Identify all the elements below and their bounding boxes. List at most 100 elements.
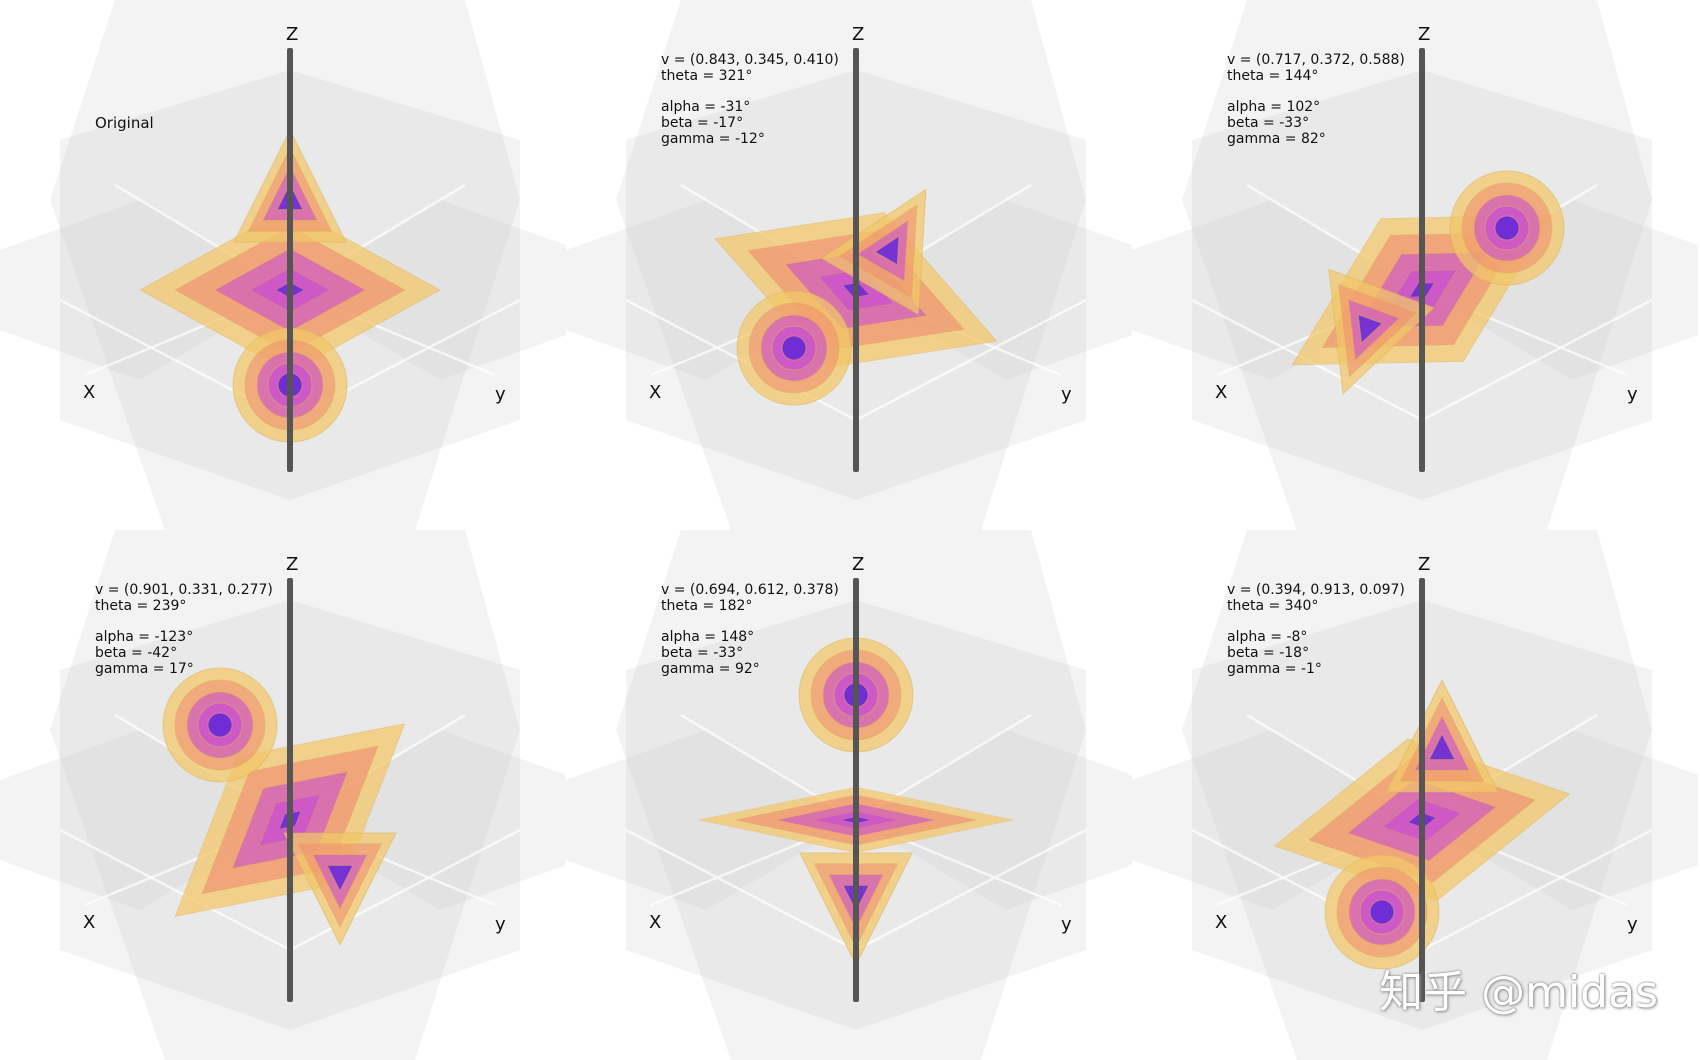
rotation-info-line: gamma = -1° [1227, 661, 1322, 677]
rotation-info-line: beta = -33° [1227, 115, 1310, 131]
background-plane [1132, 200, 1422, 380]
z-axis-line [287, 578, 293, 1002]
z-axis-label: Z [286, 24, 299, 45]
rotation-info-line: alpha = -8° [1227, 629, 1308, 645]
sphere [736, 290, 852, 406]
rotation-info-line: beta = -17° [661, 115, 744, 131]
rotation-info-line: v = (0.901, 0.331, 0.277) [95, 582, 273, 598]
z-axis-line [853, 578, 859, 1002]
rotation-info-line: gamma = 92° [661, 661, 760, 677]
cone-layer [1357, 313, 1384, 345]
x-axis-label: X [1215, 912, 1228, 933]
z-axis-line [1419, 48, 1425, 472]
rotation-info-line: alpha = 148° [661, 629, 755, 645]
rotation-info-line: gamma = 17° [95, 661, 194, 677]
x-axis-label: X [649, 382, 662, 403]
rotation-info-line [1227, 84, 1405, 99]
x-axis-label: X [649, 912, 662, 933]
rotation-info-line [661, 614, 839, 629]
panel-3d-scene [1132, 0, 1698, 530]
rotation-info-line: beta = -18° [1227, 645, 1310, 661]
background-plane [1132, 730, 1422, 910]
rotation-info: v = (0.394, 0.913, 0.097) theta = 340° alp… [1227, 582, 1405, 677]
rotation-info: v = (0.717, 0.372, 0.588) theta = 144° alp… [1227, 52, 1405, 147]
panel-3d-scene [566, 530, 1132, 1060]
y-axis-label: y [495, 914, 506, 935]
background-plane [1422, 200, 1698, 380]
watermark-text: 知乎 @midas [1379, 967, 1658, 1018]
z-axis-line [287, 48, 293, 472]
z-axis-line [1419, 578, 1425, 1002]
z-axis-label: Z [852, 554, 865, 575]
background-plane [0, 730, 290, 910]
rotation-info-line: alpha = 102° [1227, 99, 1321, 115]
panel-3d-scene [0, 0, 566, 530]
rotation-info-line: theta = 321° [661, 68, 753, 84]
sphere-layer [781, 335, 807, 361]
background-plane [856, 200, 1132, 380]
z-axis-line [853, 48, 859, 472]
panel-3d-scene [1132, 530, 1698, 1060]
rotation-info-line: theta = 340° [1227, 598, 1319, 614]
background-plane [1422, 730, 1698, 910]
sphere [1324, 854, 1440, 970]
rotation-info-line: beta = -33° [661, 645, 744, 661]
grid-line [855, 298, 1087, 422]
rotation-info-line: gamma = -12° [661, 131, 765, 147]
cone [283, 832, 397, 947]
panel-3d-scene [0, 530, 566, 1060]
x-axis-label: X [1215, 382, 1228, 403]
cone-layer [874, 235, 900, 266]
rotation-info-line: gamma = 82° [1227, 131, 1326, 147]
z-axis-label: Z [1418, 554, 1431, 575]
sphere [1449, 170, 1565, 286]
rotation-info-line [95, 614, 273, 629]
grid-line [625, 828, 857, 952]
rotation-info: v = (0.694, 0.612, 0.378) theta = 182° alp… [661, 582, 839, 677]
rotation-info-line: v = (0.717, 0.372, 0.588) [1227, 52, 1405, 68]
cone [1328, 268, 1435, 395]
rotation-info: v = (0.843, 0.345, 0.410) theta = 321° alp… [661, 52, 839, 147]
panel-title: Original [95, 114, 154, 132]
y-axis-label: y [1061, 914, 1072, 935]
background-plane [290, 730, 566, 910]
background-plane [566, 200, 856, 380]
y-axis-label: y [495, 384, 506, 405]
rotation-info-line: v = (0.843, 0.345, 0.410) [661, 52, 839, 68]
z-axis-label: Z [852, 24, 865, 45]
z-axis-label: Z [286, 554, 299, 575]
cone [820, 188, 927, 316]
rotation-info-line: v = (0.694, 0.612, 0.378) [661, 582, 839, 598]
rotation-info: v = (0.901, 0.331, 0.277) theta = 239° alp… [95, 582, 273, 677]
rotation-info-line: alpha = -31° [661, 99, 751, 115]
grid-line [1421, 298, 1653, 422]
grid-line [289, 828, 521, 952]
y-axis-label: y [1627, 914, 1638, 935]
sphere-layer [207, 712, 233, 738]
rotation-info-line: alpha = -123° [95, 629, 194, 645]
rotation-info-line [1227, 614, 1405, 629]
panel-3d-scene [566, 0, 1132, 530]
rotation-info-line: theta = 182° [661, 598, 753, 614]
x-axis-label: X [83, 382, 96, 403]
grid-line [855, 828, 1087, 952]
z-axis-label: Z [1418, 24, 1431, 45]
x-axis-label: X [83, 912, 96, 933]
sphere [162, 667, 278, 783]
rotation-info-line [661, 84, 839, 99]
rotation-info-line: v = (0.394, 0.913, 0.097) [1227, 582, 1405, 598]
grid-line [1421, 828, 1653, 952]
sphere-layer [1369, 899, 1395, 925]
sphere-layer [1494, 215, 1520, 241]
cone-layer [1428, 732, 1456, 761]
rotation-info-line: beta = -42° [95, 645, 178, 661]
y-axis-label: y [1627, 384, 1638, 405]
y-axis-label: y [1061, 384, 1072, 405]
